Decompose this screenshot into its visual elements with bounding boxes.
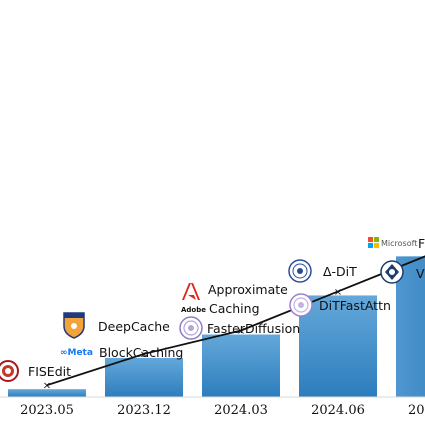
x-tick-20: 20 bbox=[408, 403, 425, 418]
trend-line-group: ××××× bbox=[43, 255, 425, 392]
bars-group bbox=[8, 256, 425, 397]
label-ditfastattn: DiTFastAttn bbox=[319, 298, 391, 313]
university-seal-icon-2 bbox=[288, 259, 312, 283]
university-crest-icon bbox=[380, 260, 404, 284]
label-approximate-line1: Approximate bbox=[208, 282, 288, 297]
trend-line bbox=[46, 255, 425, 387]
pku-seal-icon bbox=[0, 360, 19, 382]
trend-marker-2023.05: × bbox=[43, 381, 51, 392]
x-tick-2023.12: 2023.12 bbox=[117, 403, 171, 418]
x-tick-2024.03: 2024.03 bbox=[214, 403, 268, 418]
adobe-logo-icon bbox=[180, 282, 202, 301]
adobe-wordmark: Adobe bbox=[181, 306, 206, 314]
trend-marker-2023.12: × bbox=[140, 349, 148, 360]
bar-2024.06 bbox=[299, 295, 377, 397]
label-approximate-line2: Caching bbox=[209, 301, 260, 316]
tsinghua-seal-icon bbox=[289, 293, 313, 317]
label-blockcaching: BlockCaching bbox=[99, 345, 183, 360]
label-partial-right: V bbox=[416, 266, 425, 281]
label-fasterdiffusion: FasterDiffusion bbox=[207, 321, 300, 336]
label-fisedit: FISEdit bbox=[28, 364, 71, 379]
bar-2024.03 bbox=[202, 334, 280, 397]
label-deepcache: DeepCache bbox=[98, 319, 170, 334]
bar-2023.12 bbox=[105, 357, 183, 397]
nus-crest-icon bbox=[63, 312, 85, 339]
microsoft-wordmark: Microsoft bbox=[381, 239, 417, 248]
x-tick-2023.05: 2023.05 bbox=[20, 403, 74, 418]
university-seal-icon bbox=[179, 316, 203, 340]
label-delta-dit: Δ-DiT bbox=[323, 264, 357, 279]
trend-marker-2024.03: × bbox=[237, 326, 245, 337]
bar-2023.05 bbox=[8, 389, 86, 397]
x-tick-labels: 2023.05 2023.12 2024.03 2024.06 20 bbox=[20, 403, 424, 418]
bar-20 bbox=[396, 256, 425, 397]
label-microsoft-partial: F bbox=[418, 236, 425, 251]
microsoft-logo-icon bbox=[368, 237, 379, 248]
meta-logo-icon: ∞Meta bbox=[60, 348, 93, 358]
x-tick-2024.06: 2024.06 bbox=[311, 403, 365, 418]
trend-marker-2024.06: × bbox=[334, 287, 342, 298]
